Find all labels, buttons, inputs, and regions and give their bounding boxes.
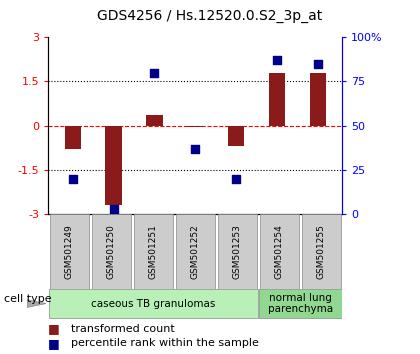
Bar xyxy=(302,214,341,289)
Text: GSM501249: GSM501249 xyxy=(65,224,74,279)
Bar xyxy=(105,126,122,205)
Bar xyxy=(218,214,257,289)
Point xyxy=(151,70,158,75)
Text: GSM501253: GSM501253 xyxy=(233,224,242,279)
Point xyxy=(110,206,117,212)
Text: GSM501251: GSM501251 xyxy=(149,224,158,279)
Bar xyxy=(259,290,342,318)
Text: normal lung
parenchyma: normal lung parenchyma xyxy=(268,293,333,314)
Text: cell type: cell type xyxy=(4,294,52,304)
Point xyxy=(69,176,76,182)
Text: GDS4256 / Hs.12520.0.S2_3p_at: GDS4256 / Hs.12520.0.S2_3p_at xyxy=(97,9,323,23)
Bar xyxy=(310,73,326,126)
Text: ■: ■ xyxy=(48,322,60,335)
Polygon shape xyxy=(27,300,46,307)
Bar xyxy=(49,290,258,318)
Text: transformed count: transformed count xyxy=(71,324,175,333)
Point xyxy=(192,146,199,152)
Text: GSM501255: GSM501255 xyxy=(317,224,326,279)
Bar xyxy=(65,126,81,149)
Bar xyxy=(146,115,163,126)
Point xyxy=(315,61,321,67)
Bar xyxy=(228,126,244,146)
Text: percentile rank within the sample: percentile rank within the sample xyxy=(71,338,259,348)
Point xyxy=(233,176,239,182)
Bar xyxy=(269,73,285,126)
Bar xyxy=(134,214,173,289)
Bar xyxy=(92,214,131,289)
Bar xyxy=(187,126,203,127)
Text: GSM501250: GSM501250 xyxy=(107,224,116,279)
Point xyxy=(273,57,280,63)
Bar xyxy=(260,214,299,289)
Bar xyxy=(50,214,89,289)
Text: GSM501254: GSM501254 xyxy=(275,224,284,279)
Bar xyxy=(176,214,215,289)
Text: caseous TB granulomas: caseous TB granulomas xyxy=(91,298,215,309)
Text: ■: ■ xyxy=(48,337,60,350)
Text: GSM501252: GSM501252 xyxy=(191,224,200,279)
